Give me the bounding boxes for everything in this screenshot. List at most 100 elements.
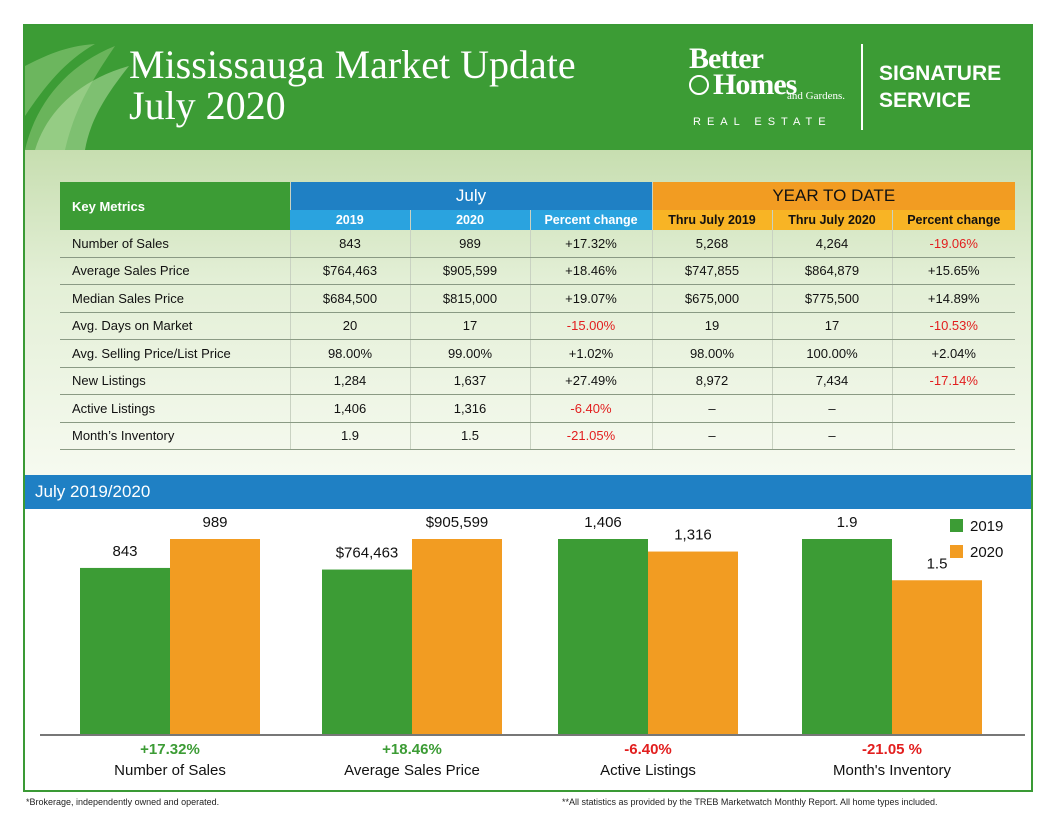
brand-homes: Homes: [713, 68, 797, 101]
table-row: Avg. Days on Market 20 17 -15.00% 19 17 -10.53…: [60, 312, 1015, 340]
table-cell: 8,972: [651, 367, 772, 395]
table-row: Average Sales Price $764,463 $905,599 +18.4…: [60, 257, 1015, 285]
percent-change-label: -21.05 %: [861, 741, 923, 758]
table-cell: 1,316: [409, 394, 530, 423]
legend-label: 2020: [970, 544, 1003, 561]
table-cell: 20: [289, 312, 410, 340]
table-cell: -19.06%: [891, 230, 1015, 258]
table-cell: 99.00%: [409, 339, 530, 368]
table-cell: -10.53%: [891, 312, 1015, 340]
table-cell: –: [651, 422, 772, 450]
table-cell: +27.49%: [529, 367, 652, 395]
table-row: New Listings 1,284 1,637 +27.49% 8,972 7,434-…: [60, 367, 1015, 395]
table-cell: +19.07%: [529, 284, 652, 313]
july-header: July: [289, 182, 652, 210]
row-label: New Listings: [60, 367, 290, 395]
table-cell: 1.5: [409, 422, 530, 450]
bar-2019: [80, 567, 170, 735]
column-header: Percent change: [891, 210, 1015, 230]
key-metrics-table: Key Metrics July YEAR TO DATE 2019 2020 Pe…: [60, 182, 1015, 450]
table-cell: –: [651, 394, 772, 423]
table-row: Number of Sales 843 989 +17.32% 5,268 4,264 -1…: [60, 230, 1015, 258]
bar-value-label: 1.5: [927, 555, 948, 572]
table-cell: 1,637: [409, 367, 530, 395]
table-cell: –: [771, 394, 892, 423]
legend-swatch: [950, 519, 963, 532]
table-cell: $815,000: [409, 284, 530, 313]
page-title: Mississauga Market Update July 2020: [129, 44, 576, 126]
table-cell: 17: [409, 312, 530, 340]
bar-2020: [412, 539, 502, 735]
table-cell: +15.65%: [891, 257, 1015, 285]
row-label: Median Sales Price: [60, 284, 290, 313]
table-cell: 19: [651, 312, 772, 340]
bar-value-label: 1,316: [674, 527, 712, 544]
leaf-graphic: [25, 44, 129, 150]
table-cell: 1.9: [289, 422, 410, 450]
signature-service: SIGNATURE SERVICE: [879, 60, 1001, 114]
table-cell: $905,599: [409, 257, 530, 285]
title-line-1: Mississauga Market Update: [129, 42, 576, 87]
bar-value-label: 989: [202, 514, 227, 531]
column-header: Thru July 2020: [771, 210, 892, 230]
footer-left-note: *Brokerage, independently owned and oper…: [26, 797, 220, 807]
title-line-2: July 2020: [129, 83, 286, 128]
table-cell: -17.14%: [891, 367, 1015, 395]
table-cell: –: [771, 422, 892, 450]
table-cell: 98.00%: [289, 339, 410, 368]
table-cell: 5,268: [651, 230, 772, 258]
bar-2020: [892, 580, 982, 735]
table-cell: $684,500: [289, 284, 410, 313]
column-header: Percent change: [529, 210, 652, 230]
bar-value-label: $764,463: [336, 545, 399, 562]
brand-real-estate: REAL ESTATE: [693, 116, 832, 128]
bar-value-label: $905,599: [426, 514, 489, 531]
column-header: 2019: [290, 210, 410, 230]
brand-divider: [861, 44, 863, 130]
table-cell: -21.05%: [529, 422, 652, 450]
table-cell: 843: [289, 230, 410, 258]
footer-right-note: **All statistics as provided by the TREB…: [562, 797, 938, 807]
table-cell: +17.32%: [529, 230, 652, 258]
category-label: Average Sales Price: [344, 762, 480, 779]
category-label: Active Listings: [600, 762, 696, 779]
table-cell: $775,500: [771, 284, 892, 313]
table-row: Active Listings 1,406 1,316 -6.40% – –: [60, 394, 1015, 423]
bar-value-label: 843: [112, 543, 137, 560]
table-cell: +18.46%: [529, 257, 652, 285]
legend-swatch: [950, 545, 963, 558]
table-cell: +14.89%: [891, 284, 1015, 313]
table-row: Median Sales Price $684,500 $815,000 +19.07…: [60, 284, 1015, 313]
table-cell: [891, 394, 1015, 423]
row-label: Average Sales Price: [60, 257, 290, 285]
table-row: Month’s Inventory 1.9 1.5 -21.05% – –: [60, 422, 1015, 450]
brand-gardens: and Gardens.: [787, 90, 846, 102]
table-cell: 1,284: [289, 367, 410, 395]
row-label: Avg. Days on Market: [60, 312, 290, 340]
signature-line-2: SERVICE: [879, 89, 971, 112]
legend-label: 2019: [970, 518, 1003, 535]
bar-2019: [322, 569, 412, 735]
row-label: Number of Sales: [60, 230, 290, 258]
table-cell: +1.02%: [529, 339, 652, 368]
table-cell: 1,406: [289, 394, 410, 423]
category-label: Month's Inventory: [833, 762, 951, 779]
table-cell: 7,434: [771, 367, 892, 395]
percent-change-label: +17.32%: [140, 741, 200, 758]
section-band: July 2019/2020: [25, 475, 1031, 509]
table-cell: -15.00%: [529, 312, 652, 340]
bar-2020: [170, 539, 260, 735]
key-metrics-header: Key Metrics: [60, 182, 290, 230]
table-cell: 4,264: [771, 230, 892, 258]
row-label: Month’s Inventory: [60, 422, 290, 450]
bar-value-label: 1,406: [584, 514, 622, 531]
table-cell: $864,879: [771, 257, 892, 285]
bar-value-label: 1.9: [837, 514, 858, 531]
percent-change-label: -6.40%: [624, 741, 672, 758]
brand-better: Better: [689, 42, 764, 75]
table-row: Avg. Selling Price/List Price 98.00% 99.00…: [60, 339, 1015, 368]
table-cell: -6.40%: [529, 394, 652, 423]
table-cell: [891, 422, 1015, 450]
bar-2020: [648, 551, 738, 735]
